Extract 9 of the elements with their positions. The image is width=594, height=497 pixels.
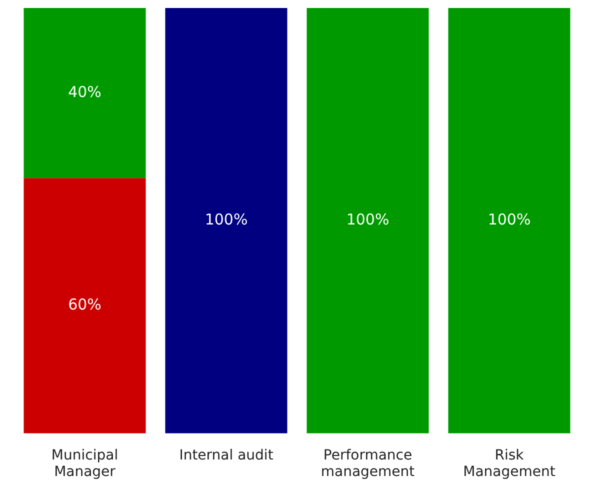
data-label: 40% [68, 82, 102, 101]
x-tick-label: Risk Management [463, 447, 556, 480]
x-tick-label: Municipal Manager [51, 447, 118, 480]
data-label: 100% [204, 210, 248, 229]
x-tick-label: Internal audit [179, 447, 274, 464]
data-label: 100% [488, 210, 531, 229]
data-label: 100% [346, 210, 390, 229]
x-tick-label: Performance management [320, 447, 416, 480]
data-label: 60% [68, 296, 102, 314]
